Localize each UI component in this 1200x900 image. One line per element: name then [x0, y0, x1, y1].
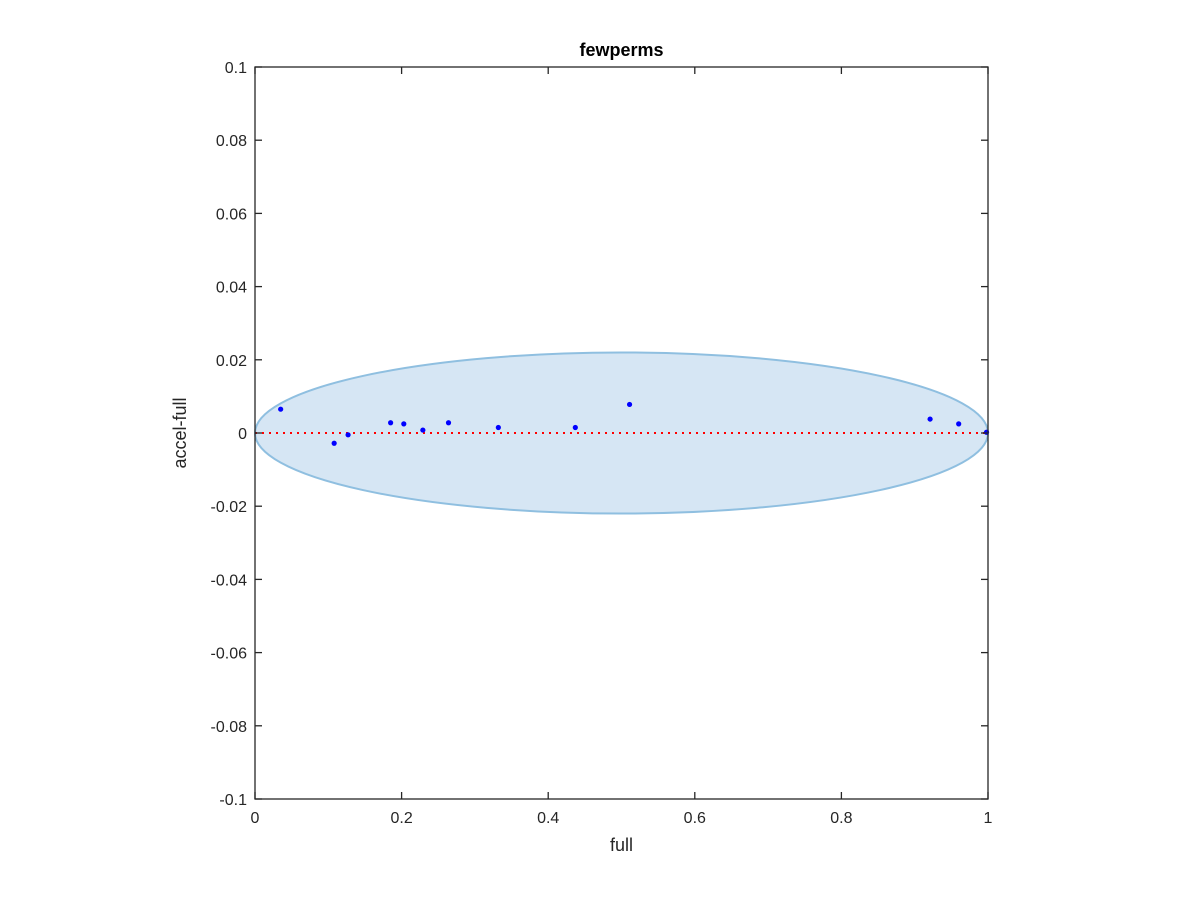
y-tick-label: -0.08: [211, 719, 248, 736]
data-point: [278, 406, 284, 412]
x-tick-label: 1: [984, 810, 993, 827]
y-tick-labels: -0.1 -0.08 -0.06 -0.04 -0.02 0 0.02 0.04 0.06 0.0…: [211, 60, 248, 809]
data-point: [331, 440, 337, 446]
x-tick-label: 0.2: [390, 810, 412, 827]
data-point: [572, 424, 578, 431]
x-tick-labels: 0 0.2 0.4 0.6 0.8 1: [251, 810, 993, 827]
x-axis-label: full: [610, 835, 633, 855]
x-tick-label: 0.4: [537, 810, 559, 827]
y-tick-label: -0.04: [211, 572, 248, 589]
y-axis-label: accel-full: [170, 397, 190, 468]
data-point: [927, 416, 933, 422]
x-tick-label: 0.8: [830, 810, 852, 827]
y-tick-label: -0.1: [219, 792, 247, 809]
data-point: [420, 427, 426, 433]
y-tick-label: 0.08: [216, 133, 247, 150]
y-tick-label: -0.02: [211, 499, 248, 516]
y-tick-label: 0.02: [216, 353, 247, 370]
x-tick-label: 0.6: [684, 810, 706, 827]
data-point: [445, 420, 452, 426]
y-tick-label: 0.1: [225, 60, 247, 77]
chart-title: fewperms: [579, 40, 663, 60]
y-tick-label: 0.04: [216, 280, 247, 297]
data-point: [956, 421, 962, 427]
y-tick-label: 0.06: [216, 206, 247, 223]
data-point: [388, 420, 394, 426]
tick-marks: [254, 66, 989, 800]
data-point: [495, 424, 501, 431]
y-tick-label: -0.06: [211, 646, 248, 663]
x-tick-label: 0: [251, 810, 260, 827]
y-tick-label: 0: [238, 426, 247, 443]
data-point: [345, 432, 351, 438]
data-point: [626, 401, 633, 408]
data-point: [401, 421, 407, 427]
